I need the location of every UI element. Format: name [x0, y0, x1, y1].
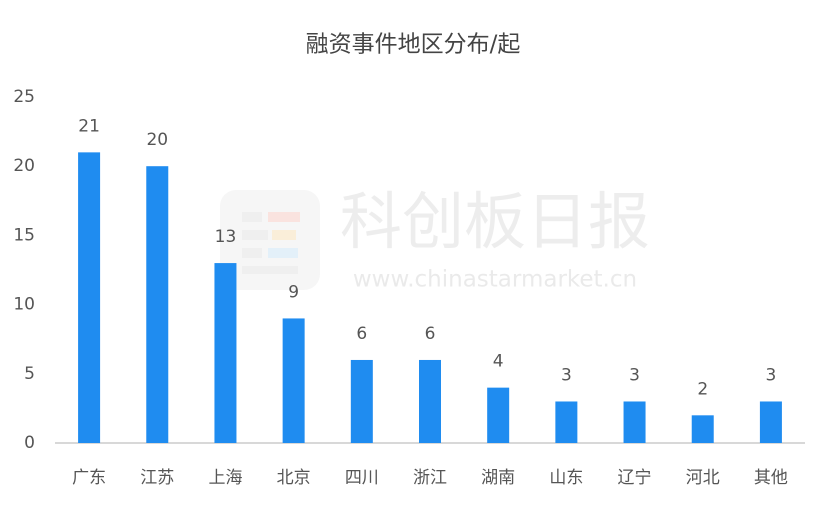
x-tick-label: 湖南: [481, 468, 515, 488]
bar: [350, 359, 373, 443]
watermark-logo-block: [272, 230, 296, 240]
watermark-logo-block: [268, 248, 298, 258]
watermark-logo-block: [242, 212, 262, 222]
watermark-logo-block: [242, 248, 262, 258]
y-tick-label: 10: [13, 295, 35, 315]
watermark-url: www.chinastarmarket.cn: [353, 267, 637, 293]
watermark-brand: 科创板日报: [340, 185, 650, 258]
x-tick-label: 广东: [72, 468, 106, 488]
data-label: 3: [561, 365, 572, 385]
watermark: 科创板日报 www.chinastarmarket.cn: [220, 185, 650, 293]
data-label: 21: [78, 116, 100, 136]
x-tick-label: 浙江: [413, 468, 447, 488]
data-label: 6: [425, 324, 436, 344]
x-tick-label: 山东: [549, 468, 583, 488]
bar: [214, 263, 237, 443]
data-label: 20: [146, 130, 168, 150]
y-tick-label: 20: [13, 156, 35, 176]
watermark-logo-block: [268, 212, 300, 222]
x-tick-label: 上海: [208, 468, 242, 488]
x-tick-label: 其他: [754, 468, 788, 488]
x-tick-label: 河北: [686, 468, 720, 488]
data-label: 2: [697, 379, 708, 399]
bar: [623, 401, 646, 443]
data-label: 4: [493, 352, 504, 372]
chart-title: 融资事件地区分布/起: [306, 32, 521, 58]
y-tick-label: 15: [13, 225, 35, 245]
x-tick-label: 辽宁: [618, 468, 652, 488]
bar: [78, 152, 101, 444]
bar: [759, 401, 782, 443]
watermark-logo-block: [242, 266, 298, 274]
bar: [146, 166, 169, 443]
watermark-logo-block: [242, 230, 268, 240]
x-tick-label: 四川: [345, 468, 379, 488]
bar: [419, 359, 441, 443]
data-label: 3: [765, 365, 776, 385]
y-tick-label: 5: [24, 364, 35, 384]
y-tick-label: 25: [13, 87, 35, 107]
data-label: 13: [215, 227, 237, 247]
data-label: 9: [288, 282, 299, 302]
x-tick-label: 北京: [277, 468, 311, 488]
y-tick-label: 0: [24, 433, 35, 453]
data-label: 6: [356, 324, 367, 344]
bar: [691, 415, 714, 443]
bar: [282, 318, 305, 443]
data-label: 3: [629, 365, 640, 385]
bar: [487, 387, 510, 443]
x-tick-label: 江苏: [140, 468, 174, 488]
bar: [555, 401, 578, 443]
